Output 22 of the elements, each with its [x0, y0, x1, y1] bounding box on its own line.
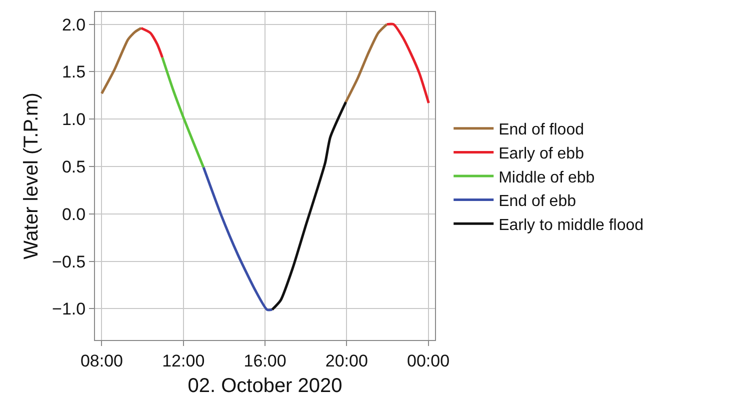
x-tick-label: 08:00	[80, 351, 124, 370]
y-tick-label: 1.0	[62, 110, 86, 130]
y-tick-label: −0.5	[52, 252, 86, 272]
legend-label: Early to middle flood	[498, 216, 644, 234]
x-axis-title: 02. October 2020	[188, 374, 342, 397]
y-tick-label: −1.0	[52, 300, 86, 319]
x-tick-label: 12:00	[162, 351, 205, 370]
legend-label: Early of ebb	[498, 145, 584, 162]
y-tick-label: 2.0	[62, 15, 86, 34]
legend-label: End of flood	[498, 122, 584, 139]
x-tick-label: 20:00	[325, 351, 368, 370]
y-tick-label: 0.5	[62, 157, 86, 176]
line-series	[161, 56, 205, 169]
x-tick-label: 16:00	[244, 351, 286, 370]
legend-label: End of ebb	[498, 193, 576, 210]
legend-label: Middle of ebb	[498, 169, 595, 186]
line-series	[270, 100, 348, 311]
line-series	[202, 166, 274, 312]
x-tick-label: 00:00	[406, 351, 450, 370]
y-tick-label: 0.0	[62, 204, 86, 224]
y-axis-title: Water level (T.P.m)	[20, 92, 43, 260]
y-tick-label: 1.5	[62, 62, 86, 82]
